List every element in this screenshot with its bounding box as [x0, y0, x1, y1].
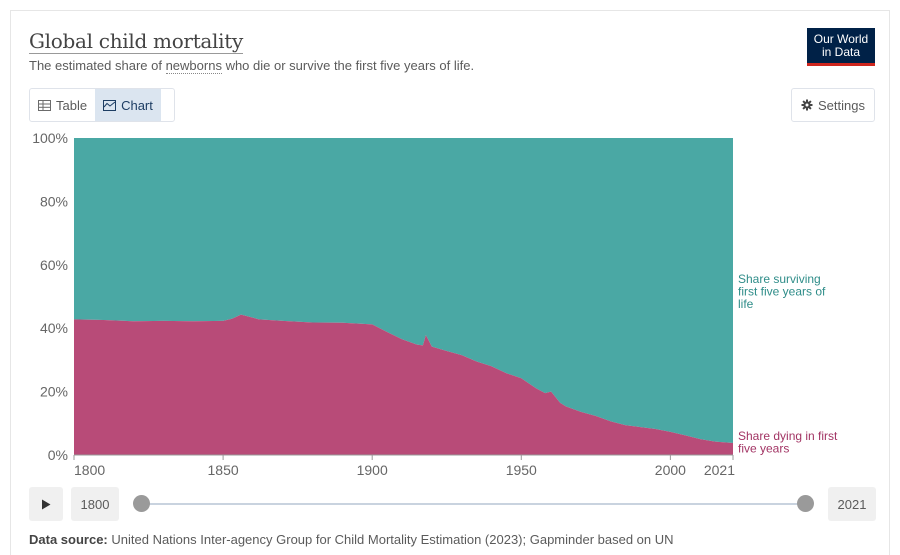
chart-subtitle: The estimated share of newborns who die … — [29, 58, 475, 74]
data-source: Data source: United Nations Inter-agency… — [29, 532, 674, 547]
timeline: 1800 2021 — [29, 487, 876, 521]
owid-logo[interactable]: Our World in Data — [807, 28, 875, 66]
end-handle[interactable] — [797, 495, 814, 512]
logo-line2: in Data — [821, 45, 861, 59]
tab-table-label: Table — [56, 97, 88, 113]
play-icon — [42, 499, 51, 509]
start-year-box: 1800 — [71, 487, 119, 521]
newborns-link[interactable]: newborns — [165, 58, 222, 74]
tab-table[interactable]: Table — [30, 89, 95, 121]
source-label: Data source: — [29, 532, 108, 547]
chart-title[interactable]: Global child mortality — [29, 29, 243, 54]
view-tabs: Table Chart — [29, 88, 175, 122]
gear-icon — [801, 99, 813, 111]
start-handle[interactable] — [133, 495, 150, 512]
play-button[interactable] — [29, 487, 63, 521]
logo-line1: Our World — [813, 32, 869, 46]
settings-label: Settings — [818, 97, 865, 113]
tab-chart-label: Chart — [121, 97, 153, 113]
source-text: United Nations Inter-agency Group for Ch… — [111, 532, 674, 547]
subtitle-prefix: The estimated share of — [29, 58, 166, 73]
table-icon — [38, 99, 51, 111]
timeline-track[interactable] — [142, 503, 806, 505]
subtitle-suffix: who die or survive the first five years … — [221, 58, 475, 73]
tab-chart[interactable]: Chart — [95, 89, 161, 121]
chart-icon — [103, 99, 117, 111]
settings-button[interactable]: Settings — [791, 88, 875, 122]
end-year-box: 2021 — [828, 487, 876, 521]
